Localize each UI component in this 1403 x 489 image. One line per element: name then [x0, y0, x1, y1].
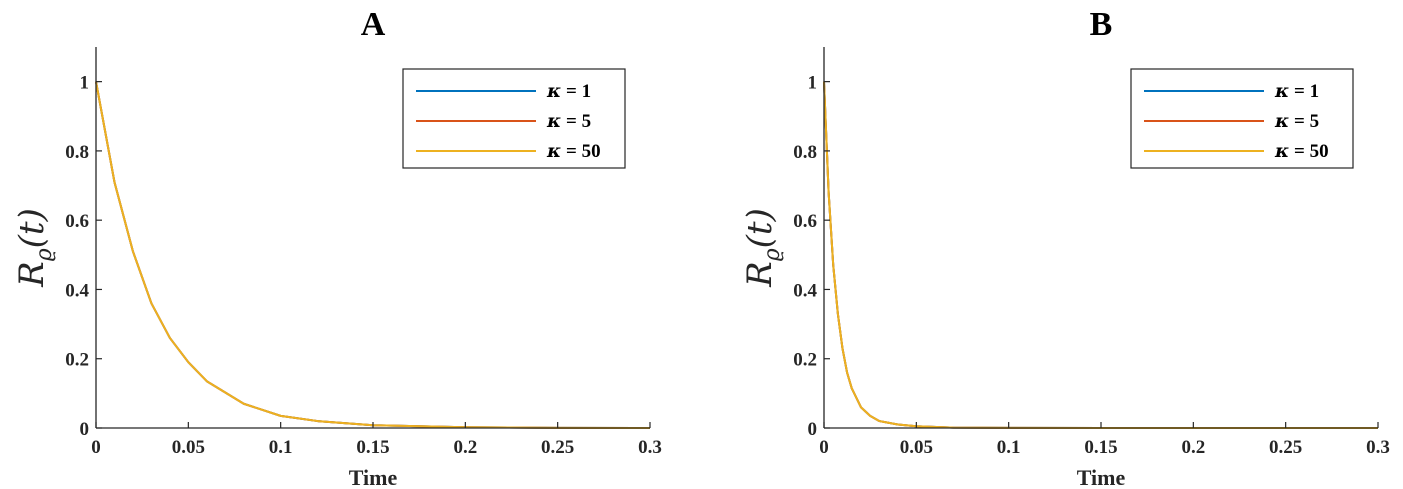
legend: κ = 1 κ = 5 κ = 50	[1130, 68, 1354, 169]
y-tick-label: 0.4	[65, 280, 89, 301]
x-tick-label: 0.15	[356, 437, 389, 458]
series-line-3	[95, 81, 651, 429]
y-tick-label: 0.6	[793, 211, 817, 232]
y-axis-label: Rϱ(t)	[12, 208, 57, 288]
legend-label-3: κ = 50	[546, 140, 601, 162]
x-tick-label: 0	[91, 437, 101, 458]
y-tick-label: 1	[808, 73, 818, 94]
legend-label-3: κ = 50	[1274, 140, 1329, 162]
chart-title: A	[361, 6, 386, 43]
x-axis-label: Time	[349, 465, 398, 489]
legend-label-2: κ = 5	[546, 110, 591, 132]
x-tick-label: 0.2	[453, 437, 477, 458]
x-tick-label: 0.1	[997, 437, 1021, 458]
x-tick-label: 0.3	[1366, 437, 1390, 458]
y-tick-label: 0.2	[65, 350, 89, 371]
legend-label-2: κ = 5	[1274, 110, 1319, 132]
x-tick-label: 0.25	[1269, 437, 1302, 458]
y-tick-label: 0.8	[793, 142, 817, 163]
chart-panel-a: A 0 0.05 0.1 0.15 0.2 0.25 0.3 0 0.2 0.4 0.6 0.8 1 Tim…	[12, 6, 662, 489]
x-tick-label: 0.3	[638, 437, 662, 458]
y-tick-label: 0.2	[793, 350, 817, 371]
y-axis-label: Rϱ(t)	[740, 208, 785, 288]
x-tick-label: 0	[819, 437, 829, 458]
legend-label-1: κ = 1	[1274, 80, 1319, 102]
y-tick-label: 0	[808, 419, 818, 440]
x-tick-label: 0.05	[172, 437, 205, 458]
x-tick-label: 0.2	[1181, 437, 1205, 458]
legend: κ = 1 κ = 5 κ = 50	[402, 68, 626, 169]
y-tick-label: 1	[80, 73, 90, 94]
chart-panel-b: B 0 0.05 0.1 0.15 0.2 0.25 0.3 0 0.2 0.4 0.6 0.8 1 Tim…	[740, 6, 1390, 489]
y-tick-label: 0.6	[65, 211, 89, 232]
x-tick-label: 0.05	[900, 437, 933, 458]
y-tick-label: 0	[80, 419, 90, 440]
y-tick-label: 0.4	[793, 280, 817, 301]
y-tick-label: 0.8	[65, 142, 89, 163]
x-tick-label: 0.15	[1084, 437, 1117, 458]
chart-title: B	[1090, 6, 1113, 43]
x-tick-label: 0.1	[269, 437, 293, 458]
x-axis-label: Time	[1077, 465, 1126, 489]
x-tick-label: 0.25	[541, 437, 574, 458]
legend-label-1: κ = 1	[546, 80, 591, 102]
